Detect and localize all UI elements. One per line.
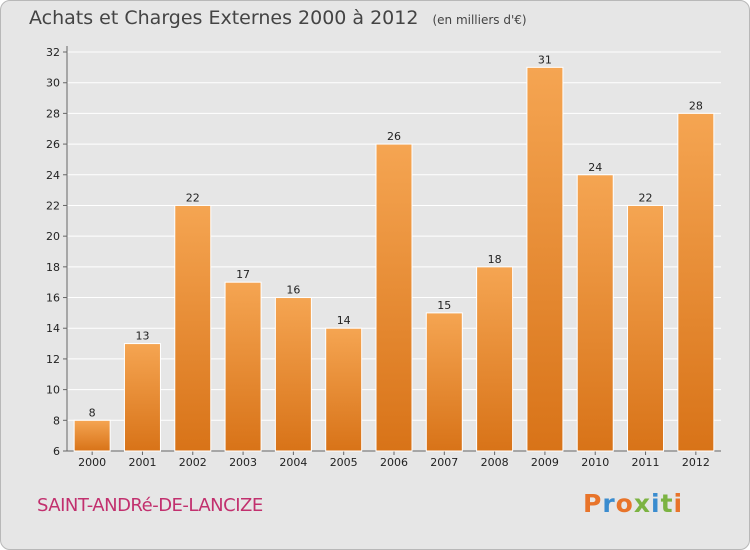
bar-2003 <box>224 281 262 452</box>
y-tick-label: 30 <box>46 77 60 90</box>
x-tick-label-2005: 2005 <box>330 456 358 469</box>
x-tick-label-2002: 2002 <box>179 456 207 469</box>
y-tick-label: 16 <box>46 292 60 305</box>
brand-letter: x <box>633 489 651 518</box>
y-tick-label: 10 <box>46 384 60 397</box>
y-tick-label: 32 <box>46 46 60 59</box>
value-label-2001: 13 <box>135 330 149 343</box>
axes: 6 8 10 12 14 16 18 20 22 24 26 28 30 32 2000 2001 2002 20… <box>46 46 721 469</box>
bars <box>73 66 715 452</box>
x-tick-label-2006: 2006 <box>380 456 408 469</box>
brand-letter: i <box>673 489 684 518</box>
brand-letter: t <box>660 489 674 518</box>
brand-letter: r <box>602 489 616 518</box>
value-label-2004: 16 <box>286 284 300 297</box>
brand-letter: o <box>615 489 634 518</box>
bar-2002 <box>174 204 212 452</box>
y-tick-label: 8 <box>53 414 60 427</box>
chart-title: Achats et Charges Externes 2000 à 2012 <box>29 7 419 29</box>
commune-name: SAINT-ANDRé-DE-LANCIZE <box>37 495 263 516</box>
bar-2010 <box>576 174 614 452</box>
x-tick-label-2011: 2011 <box>632 456 660 469</box>
x-tick-label-2004: 2004 <box>279 456 307 469</box>
value-label-2000: 8 <box>89 406 96 419</box>
x-tick-label-2003: 2003 <box>229 456 257 469</box>
bar-2012 <box>677 112 715 452</box>
y-tick-label: 18 <box>46 261 60 274</box>
y-tick-label: 20 <box>46 230 60 243</box>
bar-2009 <box>526 66 564 452</box>
title-row: Achats et Charges Externes 2000 à 2012 (… <box>29 7 527 29</box>
x-tick-label-2010: 2010 <box>581 456 609 469</box>
x-tick-label-2008: 2008 <box>481 456 509 469</box>
bar-2008 <box>476 266 514 452</box>
x-tick-label-2009: 2009 <box>531 456 559 469</box>
y-tick-label: 26 <box>46 138 60 151</box>
brand-logo[interactable]: Proxiti <box>583 489 683 518</box>
y-tick-label: 12 <box>46 353 60 366</box>
x-tick-label-2012: 2012 <box>682 456 710 469</box>
x-tick-label-2000: 2000 <box>78 456 106 469</box>
chart-subtitle: (en milliers d'€) <box>432 13 527 27</box>
value-label-2007: 15 <box>437 299 451 312</box>
value-label-2003: 17 <box>236 268 250 281</box>
brand-letter: P <box>583 489 603 518</box>
bar-2005 <box>325 327 363 452</box>
bar-2011 <box>627 204 665 452</box>
bar-2006 <box>375 143 413 452</box>
value-label-2006: 26 <box>387 130 401 143</box>
y-tick-label: 22 <box>46 199 60 212</box>
bar-2001 <box>123 343 161 452</box>
data-labels: 8 13 22 17 16 14 26 15 18 31 24 22 28 <box>89 53 703 419</box>
x-tick-label-2001: 2001 <box>128 456 156 469</box>
value-label-2009: 31 <box>538 53 552 66</box>
y-tick-label: 28 <box>46 107 60 120</box>
value-label-2002: 22 <box>186 191 200 204</box>
y-tick-label: 6 <box>53 445 60 458</box>
bar-2004 <box>274 297 312 452</box>
x-tick-label-2007: 2007 <box>430 456 458 469</box>
y-tick-label: 14 <box>46 322 60 335</box>
y-tick-label: 24 <box>46 169 60 182</box>
bar-2007 <box>425 312 463 452</box>
value-label-2005: 14 <box>337 314 351 327</box>
value-label-2008: 18 <box>488 253 502 266</box>
brand-letter: i <box>651 489 661 518</box>
value-label-2012: 28 <box>689 99 703 112</box>
bar-2000 <box>73 419 111 452</box>
value-label-2010: 24 <box>588 161 602 174</box>
value-label-2011: 22 <box>639 191 653 204</box>
